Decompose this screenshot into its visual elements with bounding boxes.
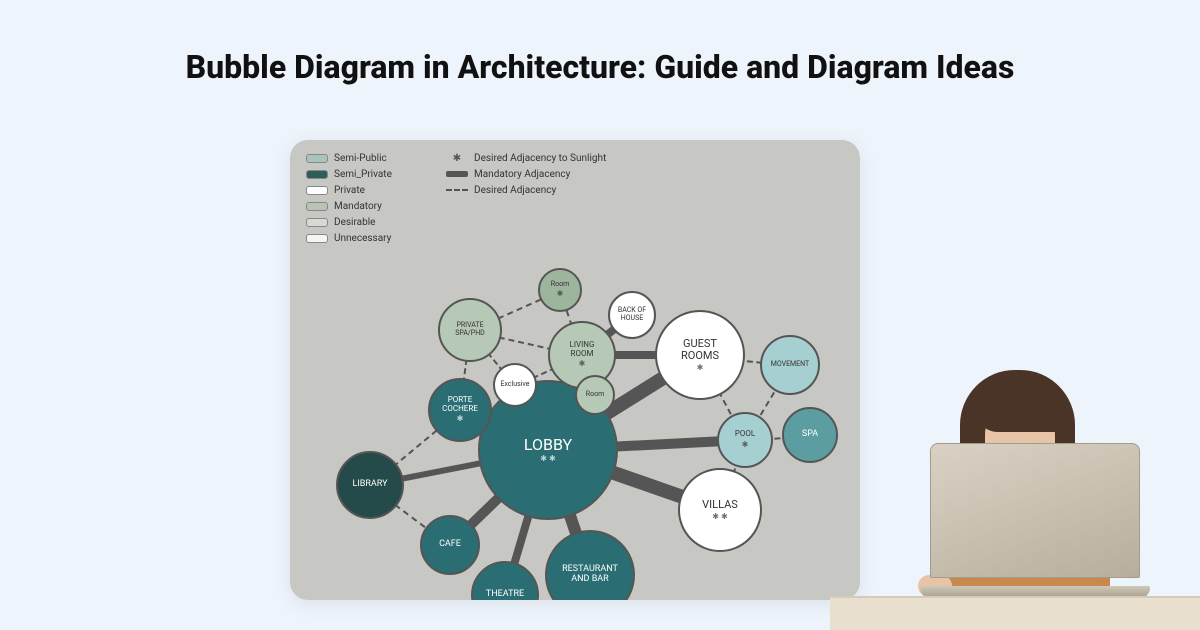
- bubble-label: MOVEMENT: [771, 361, 809, 369]
- bubble-label: VILLAS: [702, 499, 738, 511]
- bubble-label: Room: [551, 281, 569, 289]
- bubble-private_spa: PRIVATESPA/PHD: [438, 298, 502, 362]
- bubble-label: PRIVATESPA/PHD: [455, 322, 485, 337]
- legend-row: Semi_Private: [306, 166, 392, 182]
- bubble-room2: Room: [575, 375, 615, 415]
- legend-row: Mandatory: [306, 198, 392, 214]
- bubble-library: LIBRARY: [336, 451, 404, 519]
- bubble-label: LIVINGROOM: [570, 341, 595, 359]
- bubble-restaurant: RESTAURANTAND BAR: [545, 530, 635, 600]
- legend-label: Mandatory: [334, 201, 382, 212]
- bubble-spa: SPA: [782, 407, 838, 463]
- legend-row: Semi-Public: [306, 150, 392, 166]
- bubble-sub: ✱ ✱: [712, 513, 727, 522]
- bubble-sub: ✱: [557, 290, 564, 299]
- legend-label: Desirable: [334, 217, 375, 228]
- bubble-pool: POOL ✱: [717, 412, 773, 468]
- legend-marker: ✱: [446, 153, 468, 164]
- diagram-card: Semi-Public Semi_Private Private Mandatory D…: [290, 140, 860, 600]
- legend-swatch: [306, 234, 328, 243]
- desk-illustration: [830, 596, 1200, 630]
- bubble-label: LIBRARY: [352, 480, 387, 490]
- legend-label: Private: [334, 185, 365, 196]
- bubble-exclusive: Exclusive: [493, 363, 537, 407]
- laptop-illustration: [920, 443, 1150, 598]
- legend-marker: [446, 189, 468, 191]
- legend-row: ✱ Desired Adjacency to Sunlight: [446, 150, 606, 166]
- legend-swatch: [306, 170, 328, 179]
- legend-row: Desired Adjacency: [446, 182, 606, 198]
- legend-row: Unnecessary: [306, 230, 392, 246]
- legend-label: Semi-Public: [334, 153, 387, 164]
- bubble-sub: ✱: [697, 364, 704, 373]
- person-hair-front: [975, 380, 1065, 432]
- bubble-label: RESTAURANTAND BAR: [562, 565, 618, 585]
- legend-label: Desired Adjacency: [474, 185, 556, 196]
- bubble-label: POOL: [735, 430, 755, 439]
- bubble-room1: Room✱: [538, 268, 582, 312]
- bubble-movement: MOVEMENT: [760, 335, 820, 395]
- legend-row: Mandatory Adjacency: [446, 166, 606, 182]
- bubble-label: THEATRE: [486, 590, 524, 600]
- laptop-screen: [930, 443, 1140, 578]
- bubble-label: Exclusive: [501, 381, 530, 389]
- bubble-label: Room: [586, 391, 604, 399]
- bubble-label: LOBBY: [524, 436, 572, 454]
- legend-swatch: [306, 154, 328, 163]
- bubble-sub: ✱: [579, 360, 586, 369]
- legend-label: Mandatory Adjacency: [474, 169, 570, 180]
- diagram-canvas: Semi-Public Semi_Private Private Mandatory D…: [290, 140, 860, 600]
- legend-label: Semi_Private: [334, 169, 392, 180]
- bubble-label: GUESTROOMS: [681, 338, 719, 362]
- bubble-cafe: CAFE: [420, 515, 480, 575]
- legend-marker: [446, 171, 468, 177]
- legend-swatch: [306, 186, 328, 195]
- bubble-label: BACK OFHOUSE: [618, 307, 646, 322]
- legend-swatch: [306, 218, 328, 227]
- bubble-sub: ✱: [457, 415, 464, 424]
- bubble-label: PORTECOCHERE: [442, 396, 478, 414]
- bubble-porte: PORTECOCHERE✱: [428, 378, 492, 442]
- legend-label: Desired Adjacency to Sunlight: [474, 153, 606, 164]
- legend-row: Desirable: [306, 214, 392, 230]
- bubble-backhouse: BACK OFHOUSE: [608, 291, 656, 339]
- bubble-theatre: THEATRE: [471, 561, 539, 600]
- bubble-sub: ✱ ✱: [540, 455, 555, 464]
- legend-label: Unnecessary: [334, 233, 391, 244]
- bubble-label: SPA: [802, 430, 818, 440]
- bubble-guestrooms: GUESTROOMS ✱: [655, 310, 745, 400]
- bubble-villas: VILLAS ✱ ✱: [678, 468, 762, 552]
- bubble-sub: ✱: [742, 441, 749, 450]
- page-title: Bubble Diagram in Architecture: Guide an…: [0, 48, 1200, 86]
- legend-row: Private: [306, 182, 392, 198]
- bubble-label: CAFE: [439, 540, 461, 550]
- legend-swatch: [306, 202, 328, 211]
